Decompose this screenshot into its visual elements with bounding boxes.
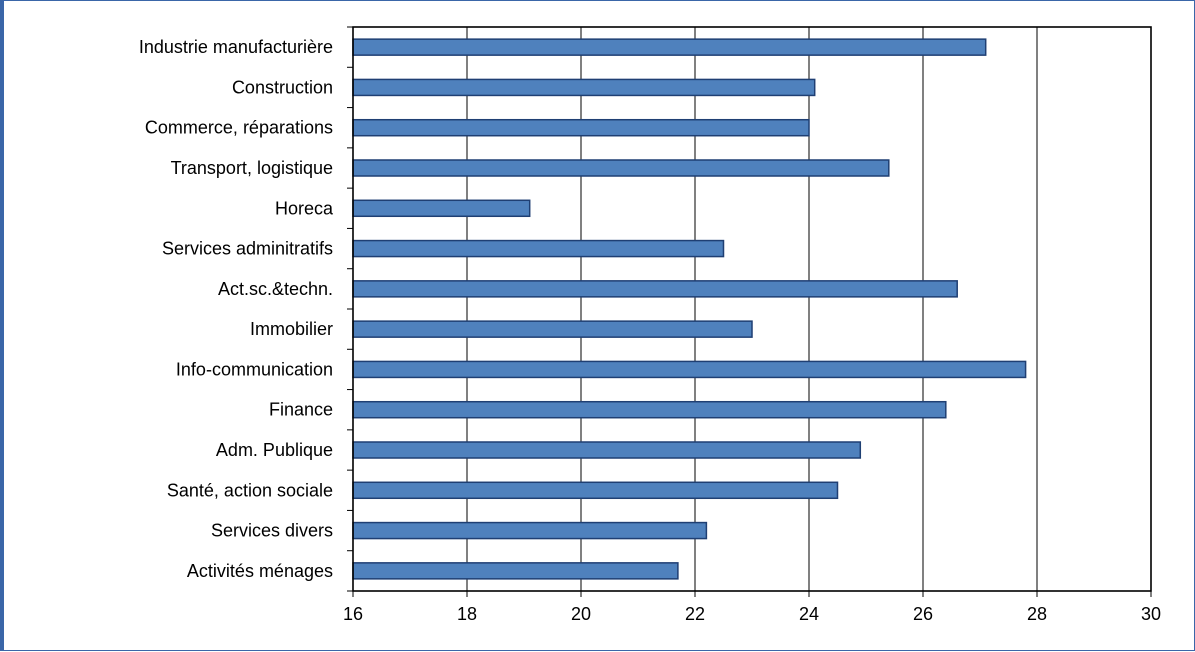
x-tick-label: 16 bbox=[343, 604, 363, 624]
bars bbox=[352, 38, 1027, 580]
category-label: Adm. Publique bbox=[216, 440, 333, 460]
category-label: Info-communication bbox=[176, 359, 333, 379]
x-tick-label: 22 bbox=[685, 604, 705, 624]
category-label: Transport, logistique bbox=[171, 158, 333, 178]
bar bbox=[352, 159, 890, 177]
bar bbox=[352, 521, 708, 540]
category-label: Finance bbox=[269, 400, 333, 420]
category-label: Santé, action sociale bbox=[167, 480, 333, 500]
category-label: Immobilier bbox=[250, 319, 333, 339]
bar bbox=[352, 239, 725, 258]
x-tick-label: 18 bbox=[457, 604, 477, 624]
category-labels: Industrie manufacturière Construction Comm… bbox=[139, 26, 353, 592]
bar bbox=[352, 320, 753, 338]
category-label: Services adminitratifs bbox=[162, 239, 333, 259]
category-label: Activités ménages bbox=[187, 561, 333, 581]
plot-area-border bbox=[352, 26, 1152, 592]
x-tick-label: 30 bbox=[1141, 604, 1161, 624]
category-label: Industrie manufacturière bbox=[139, 37, 333, 57]
category-label: Horeca bbox=[275, 198, 334, 218]
horizontal-bar-chart: Industrie manufacturière Construction Comm… bbox=[139, 26, 1161, 624]
bar bbox=[352, 280, 958, 298]
x-tick-label: 28 bbox=[1027, 604, 1047, 624]
bar bbox=[352, 38, 987, 56]
bar bbox=[352, 118, 810, 137]
category-label: Act.sc.&techn. bbox=[218, 279, 333, 299]
bar bbox=[352, 360, 1027, 379]
bar bbox=[352, 199, 531, 218]
x-tick-label: 26 bbox=[913, 604, 933, 624]
category-label: Services divers bbox=[211, 521, 333, 541]
gridlines bbox=[466, 27, 1038, 591]
bar bbox=[352, 562, 679, 580]
x-tick-label: 24 bbox=[799, 604, 819, 624]
bar bbox=[352, 481, 839, 500]
bar bbox=[352, 78, 816, 97]
x-tick-labels: 16 18 20 22 24 26 28 30 bbox=[343, 591, 1161, 624]
bar bbox=[352, 400, 947, 419]
x-tick-label: 20 bbox=[571, 604, 591, 624]
bar bbox=[352, 441, 862, 459]
category-label: Construction bbox=[232, 77, 333, 97]
category-label: Commerce, réparations bbox=[145, 118, 333, 138]
